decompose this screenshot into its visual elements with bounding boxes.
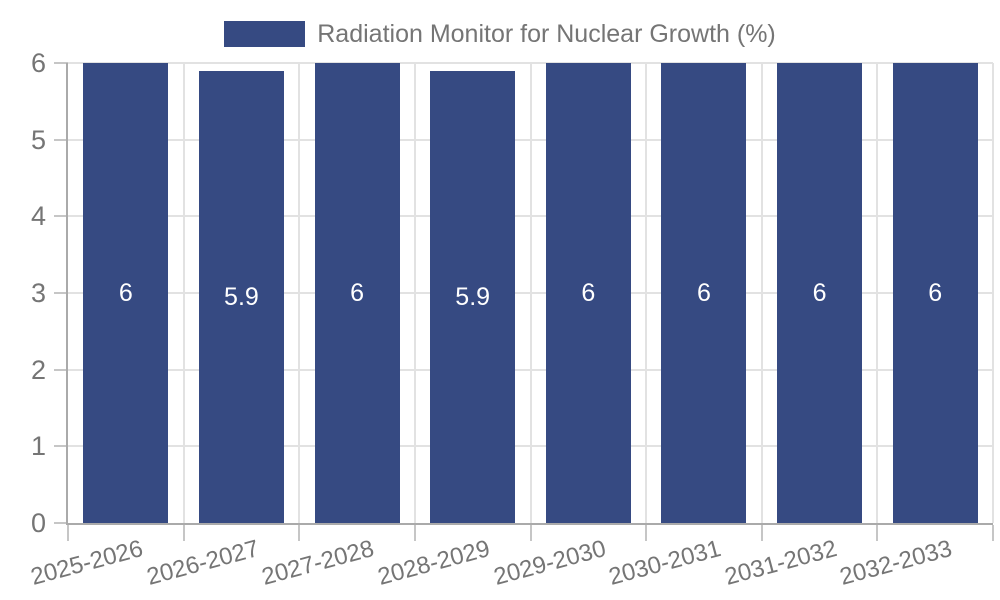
x-tick-mark	[67, 525, 69, 541]
bar-value-label: 6	[350, 279, 365, 307]
legend-swatch	[224, 21, 306, 47]
x-tick-label: 2026-2027	[143, 535, 262, 591]
x-tick-mark	[298, 525, 301, 541]
y-tick-label: 3	[30, 278, 46, 308]
v-gridline	[298, 63, 301, 523]
chart-legend: Radiation Monitor for Nuclear Growth (%)	[0, 12, 1000, 56]
bar-value-label: 5.9	[455, 282, 491, 311]
x-tick-mark	[645, 525, 648, 541]
x-axis-line	[66, 523, 993, 525]
y-tick-label: 6	[30, 48, 46, 78]
x-tick-mark	[413, 525, 416, 541]
v-gridline	[413, 63, 416, 523]
bar: 6	[545, 63, 631, 523]
x-tick-label: 2031-2032	[721, 535, 840, 591]
v-gridline	[992, 63, 994, 523]
bar: 5.9	[198, 70, 284, 523]
bar: 6	[314, 63, 400, 523]
x-tick-mark	[876, 525, 879, 541]
x-tick-label: 2030-2031	[606, 535, 724, 591]
x-tick-mark	[182, 525, 185, 541]
y-tick-label: 1	[30, 431, 46, 462]
bar-value-label: 6	[696, 279, 711, 307]
x-tick-label: 2029-2030	[490, 535, 609, 591]
bar: 6	[83, 63, 169, 523]
plot-area: 6 5.9 6 5.9 6 6 6 6	[68, 62, 994, 523]
y-tick-mark	[54, 368, 68, 371]
x-tick-mark	[529, 525, 532, 541]
legend-label: Radiation Monitor for Nuclear Growth (%)	[317, 19, 776, 48]
x-tick-label: 2025-2026	[27, 535, 146, 591]
y-tick-label: 2	[30, 354, 46, 385]
v-gridline	[760, 63, 763, 523]
x-tick-mark	[992, 525, 994, 541]
bar-value-label: 6	[928, 279, 943, 307]
y-tick-label: 5	[30, 124, 46, 155]
x-tick-label: 2032-2033	[837, 535, 956, 591]
bar: 6	[777, 63, 863, 523]
y-tick-mark	[54, 62, 68, 64]
bar: 5.9	[430, 70, 516, 523]
v-gridline	[182, 63, 185, 523]
x-tick-mark	[760, 525, 763, 541]
y-tick-mark	[54, 522, 68, 524]
bar-value-label: 6	[581, 279, 596, 307]
bar-value-label: 6	[812, 279, 827, 307]
y-axis-line	[66, 63, 68, 525]
y-tick-mark	[54, 215, 68, 218]
x-tick-label: 2027-2028	[259, 535, 378, 591]
bar-value-label: 6	[118, 279, 133, 307]
y-tick-mark	[54, 292, 68, 294]
y-tick-label: 4	[30, 201, 46, 232]
v-gridline	[529, 63, 532, 523]
y-tick-mark	[54, 138, 68, 141]
v-gridline	[876, 63, 879, 523]
bar: 6	[892, 63, 978, 523]
bar: 6	[661, 63, 747, 523]
bar-value-label: 5.9	[224, 282, 259, 311]
y-tick-label: 0	[30, 508, 46, 538]
v-gridline	[645, 63, 648, 523]
y-tick-mark	[54, 445, 68, 448]
x-tick-label: 2028-2029	[374, 535, 493, 591]
